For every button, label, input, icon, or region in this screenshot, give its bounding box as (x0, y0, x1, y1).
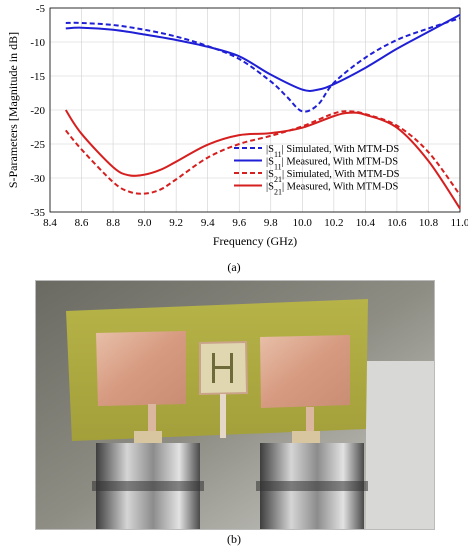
y-axis-ticks: -5 -10 -15 -20 -25 -30 -35 (30, 3, 45, 219)
x-tick-label: 9.0 (138, 217, 152, 229)
plot-frame (49, 7, 461, 213)
y-tick-label: -5 (36, 3, 46, 15)
x-tick-label: 9.2 (169, 217, 183, 229)
y-tick-label: -30 (30, 173, 45, 185)
series-line-1 (65, 13, 461, 92)
x-tick-label: 8.8 (106, 217, 120, 229)
x-tick-label: 10.8 (419, 217, 439, 229)
legend-entry: |S21| Measured, With MTM-DS (266, 182, 399, 197)
legend: |S11| Simulated, With MTM-DS|S11| Measur… (234, 144, 400, 196)
legend-entry: |S11| Measured, With MTM-DS (266, 157, 398, 172)
y-tick-label: -25 (30, 139, 45, 151)
x-tick-label: 9.8 (264, 217, 278, 229)
antenna-prototype-photo (35, 280, 435, 530)
x-tick-label: 10.4 (356, 217, 376, 229)
y-tick-label: -35 (30, 207, 45, 219)
panel-label-a: (a) (227, 260, 241, 274)
series-line-0 (65, 17, 461, 113)
series (64, 13, 461, 210)
y-tick-label: -20 (30, 105, 45, 117)
x-tick-label: 11.0 (451, 217, 468, 229)
x-tick-label: 10.6 (387, 217, 407, 229)
y-axis-title: S-Parameters [Magnitude in dB] (6, 32, 20, 188)
x-tick-label: 10.2 (324, 217, 343, 229)
x-axis-ticks: 8.4 8.6 8.8 9.0 9.2 9.4 9.6 9.8 10.0 10.2 10.4 10.6… (43, 217, 468, 229)
y-tick-label: -10 (30, 37, 45, 49)
legend-entry: |S21| Simulated, With MTM-DS (266, 169, 400, 184)
x-axis-title: Frequency (GHz) (213, 234, 297, 248)
series-line-2 (64, 110, 461, 196)
panel-label-b: (b) (227, 532, 241, 546)
x-tick-label: 8.6 (75, 217, 89, 229)
x-tick-label: 10.0 (293, 217, 313, 229)
series-line-3 (64, 109, 461, 210)
x-tick-label: 9.6 (232, 217, 246, 229)
y-tick-label: -15 (30, 71, 45, 83)
x-tick-label: 9.4 (201, 217, 215, 229)
x-tick-label: 8.4 (43, 217, 57, 229)
s-parameter-chart: 8.4 8.6 8.8 9.0 9.2 9.4 9.6 9.8 10.0 10.2 10.4 10.6… (6, 3, 468, 248)
legend-entry: |S11| Simulated, With MTM-DS (266, 144, 399, 159)
